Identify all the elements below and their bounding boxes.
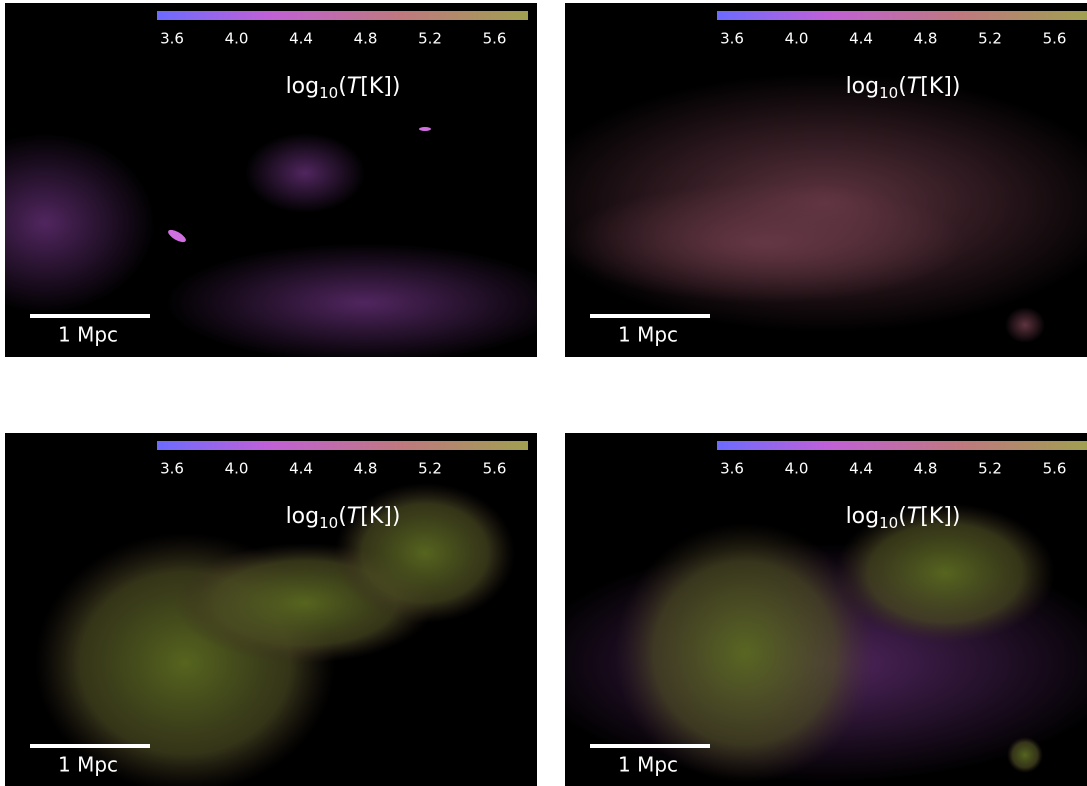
colorbar-tick-label: 3.6: [160, 460, 184, 478]
scale-bar-label: 1 Mpc: [58, 323, 118, 347]
colorbar-tick-label: 4.4: [289, 460, 313, 478]
label-part: T: [907, 504, 922, 529]
colorbar-tick-label: 5.6: [483, 460, 507, 478]
panel: 3.6 4.0 4.4 4.8 5.2 5.6 log10(T[K]) 1 Mpc: [5, 433, 537, 786]
colorbar-tick-label: 3.6: [160, 30, 184, 48]
colorbar-tick-label: 5.2: [418, 460, 442, 478]
colorbar: [157, 441, 528, 450]
scale-bar-label: 1 Mpc: [58, 753, 118, 777]
colorbar-tick-label: 5.6: [1043, 30, 1067, 48]
colorbar-tick-label: 4.0: [225, 460, 249, 478]
colorbar-tick-label: 5.2: [978, 460, 1002, 478]
colorbar-tick-label: 4.0: [785, 30, 809, 48]
panel: 3.6 4.0 4.4 4.8 5.2 5.6 log10(T[K]) 1 Mpc: [565, 3, 1087, 357]
label-part: (: [898, 504, 907, 529]
label-part: (: [338, 74, 347, 99]
colorbar-tick-label: 5.2: [418, 30, 442, 48]
label-part: (: [338, 504, 347, 529]
scale-bar-label: 1 Mpc: [618, 323, 678, 347]
colorbar-tick-label: 4.8: [914, 460, 938, 478]
colorbar-tick-label: 4.8: [354, 30, 378, 48]
label-part: [K]): [920, 74, 960, 99]
label-part: [K]): [920, 504, 960, 529]
scale-bar-label: 1 Mpc: [618, 753, 678, 777]
colorbar-label: log10(T[K]): [846, 504, 961, 532]
label-part: 10: [319, 84, 338, 102]
colorbar-label: log10(T[K]): [286, 74, 401, 102]
colorbar-tick-label: 4.4: [849, 30, 873, 48]
label-part: T: [907, 74, 922, 99]
colorbar-tick-label: 4.0: [225, 30, 249, 48]
colorbar: [717, 11, 1087, 20]
label-part: [K]): [360, 74, 400, 99]
colorbar-tick-label: 3.6: [720, 460, 744, 478]
label-part: log: [846, 504, 880, 529]
colorbar: [717, 441, 1087, 450]
label-part: T: [347, 74, 362, 99]
colorbar-tick-label: 5.2: [978, 30, 1002, 48]
colorbar-tick-label: 4.4: [289, 30, 313, 48]
label-part: log: [286, 504, 320, 529]
colorbar-tick-label: 4.8: [914, 30, 938, 48]
colorbar-tick-label: 4.8: [354, 460, 378, 478]
colorbar-tick-label: 4.0: [785, 460, 809, 478]
panel: 3.6 4.0 4.4 4.8 5.2 5.6 log10(T[K]) 1 Mpc: [5, 3, 537, 357]
label-part: log: [286, 74, 320, 99]
label-part: log: [846, 74, 880, 99]
colorbar-tick-label: 4.4: [849, 460, 873, 478]
colorbar-label: log10(T[K]): [286, 504, 401, 532]
label-part: T: [347, 504, 362, 529]
colorbar-tick-label: 5.6: [1043, 460, 1067, 478]
colorbar-tick-label: 5.6: [483, 30, 507, 48]
label-part: 10: [879, 514, 898, 532]
colorbar: [157, 11, 528, 20]
colorbar-label: log10(T[K]): [846, 74, 961, 102]
panel: 3.6 4.0 4.4 4.8 5.2 5.6 log10(T[K]) 1 Mpc: [565, 433, 1087, 786]
label-part: (: [898, 74, 907, 99]
label-part: [K]): [360, 504, 400, 529]
label-part: 10: [319, 514, 338, 532]
label-part: 10: [879, 84, 898, 102]
colorbar-tick-label: 3.6: [720, 30, 744, 48]
